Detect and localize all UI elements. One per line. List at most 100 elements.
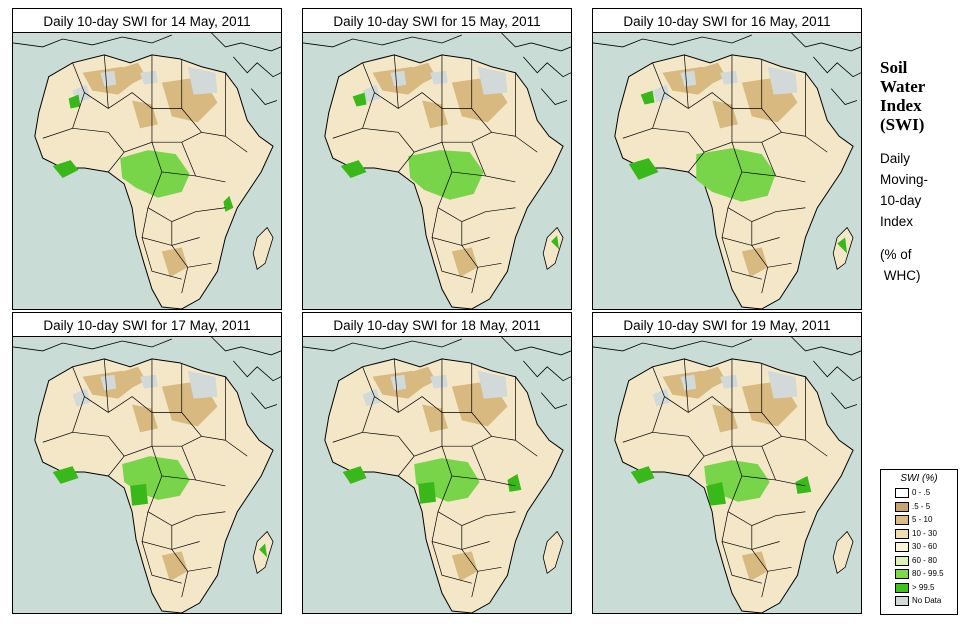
legend-swatch — [895, 488, 909, 498]
legend-label: 10 - 30 — [912, 528, 937, 538]
legend-swatch — [895, 555, 909, 566]
wet-area — [837, 237, 848, 254]
country-border — [141, 541, 182, 584]
country-border — [731, 131, 782, 143]
africa-map — [12, 32, 282, 310]
side-title-line: Soil — [880, 58, 908, 77]
africa-map — [592, 336, 862, 614]
wet-area — [551, 235, 560, 250]
middle-east-coast — [233, 56, 281, 105]
africa-map-svg — [593, 337, 861, 613]
country-border — [515, 376, 538, 457]
country-border — [332, 396, 375, 443]
country-border — [141, 511, 200, 550]
wet-area — [795, 475, 812, 494]
wet-area — [418, 481, 437, 504]
legend-swatch — [895, 596, 909, 606]
country-border — [688, 412, 733, 477]
country-border — [471, 571, 479, 598]
wet-area — [696, 148, 776, 202]
side-desc-line: Index — [880, 214, 914, 229]
country-border — [42, 396, 85, 443]
side-title: Soil Water Index (SWI) — [880, 58, 964, 134]
map-panel: Daily 10-day SWI for 16 May, 2011 — [592, 8, 864, 310]
map-panel: Daily 10-day SWI for 17 May, 2011 — [12, 312, 284, 614]
madagascar — [542, 530, 564, 574]
country-border — [441, 446, 486, 481]
country-border — [362, 366, 443, 413]
country-border — [471, 412, 516, 441]
europe-coast — [303, 33, 571, 52]
wet-area — [120, 150, 190, 198]
country-border — [332, 92, 375, 139]
no-data-area — [100, 70, 117, 87]
side-annotation: Soil Water Index (SWI) Daily Moving- 10-… — [880, 58, 964, 286]
panel-title: Daily 10-day SWI for 16 May, 2011 — [592, 8, 862, 33]
country-border — [147, 475, 226, 527]
legend-label: 5 - 10 — [912, 515, 933, 524]
country-border — [721, 207, 780, 246]
country-border — [751, 221, 792, 268]
country-border — [398, 108, 443, 173]
dry-area — [132, 100, 158, 129]
wet-area — [408, 150, 484, 200]
wet-area — [640, 90, 655, 105]
wet-area — [52, 466, 79, 484]
dry-area — [112, 62, 147, 85]
country-border — [515, 72, 538, 153]
no-data-area — [720, 374, 738, 389]
side-description: Daily Moving- 10-day Index — [880, 148, 964, 232]
dry-area — [132, 404, 158, 433]
map-panel: Daily 10-day SWI for 14 May, 2011 — [12, 8, 284, 310]
legend-swatch — [895, 569, 909, 579]
middle-east-coast — [523, 360, 571, 409]
dry-area — [451, 247, 478, 278]
legend-label: No Data — [912, 596, 942, 605]
country-border — [622, 396, 665, 443]
africa-map-svg — [303, 33, 571, 309]
country-border — [461, 221, 502, 268]
africa-map — [302, 336, 572, 614]
legend-item: 5 - 10 — [895, 515, 955, 526]
country-border — [42, 92, 85, 139]
country-border — [761, 267, 769, 294]
legend-item: 0 - .5 — [895, 488, 955, 499]
madagascar — [252, 226, 274, 270]
legend-item: 30 - 60 — [895, 542, 955, 553]
dry-area — [161, 551, 188, 582]
country-border — [652, 127, 705, 153]
no-data-area — [362, 84, 381, 103]
legend-label: > 99.5 — [912, 582, 935, 592]
country-border — [761, 571, 769, 598]
wet-area — [507, 474, 522, 492]
legend-item: No Data — [895, 596, 955, 607]
country-border — [393, 54, 399, 109]
africa-map — [12, 336, 282, 614]
country-border — [151, 446, 196, 481]
africa-map-svg — [13, 33, 281, 309]
dry-area — [161, 247, 188, 278]
country-border — [398, 412, 443, 477]
wet-area — [52, 160, 79, 178]
side-title-line: Index — [880, 96, 922, 115]
country-border — [141, 207, 200, 246]
no-data-area — [362, 388, 381, 407]
country-border — [731, 435, 782, 447]
country-border — [751, 525, 792, 572]
no-data-area — [430, 70, 448, 85]
country-border — [181, 412, 226, 441]
country-border — [805, 376, 828, 457]
country-border — [805, 72, 828, 153]
dry-area — [692, 366, 727, 389]
country-border — [471, 267, 479, 294]
panel-title: Daily 10-day SWI for 17 May, 2011 — [12, 312, 282, 337]
no-data-area — [477, 66, 508, 95]
map-panel: Daily 10-day SWI for 18 May, 2011 — [302, 312, 574, 614]
panel-title: Daily 10-day SWI for 18 May, 2011 — [302, 312, 572, 337]
legend-swatch — [895, 528, 909, 539]
country-border — [72, 366, 153, 413]
country-border — [103, 54, 109, 109]
side-desc-line: Daily — [880, 151, 911, 166]
wet-area — [342, 466, 367, 484]
country-border — [108, 412, 153, 477]
